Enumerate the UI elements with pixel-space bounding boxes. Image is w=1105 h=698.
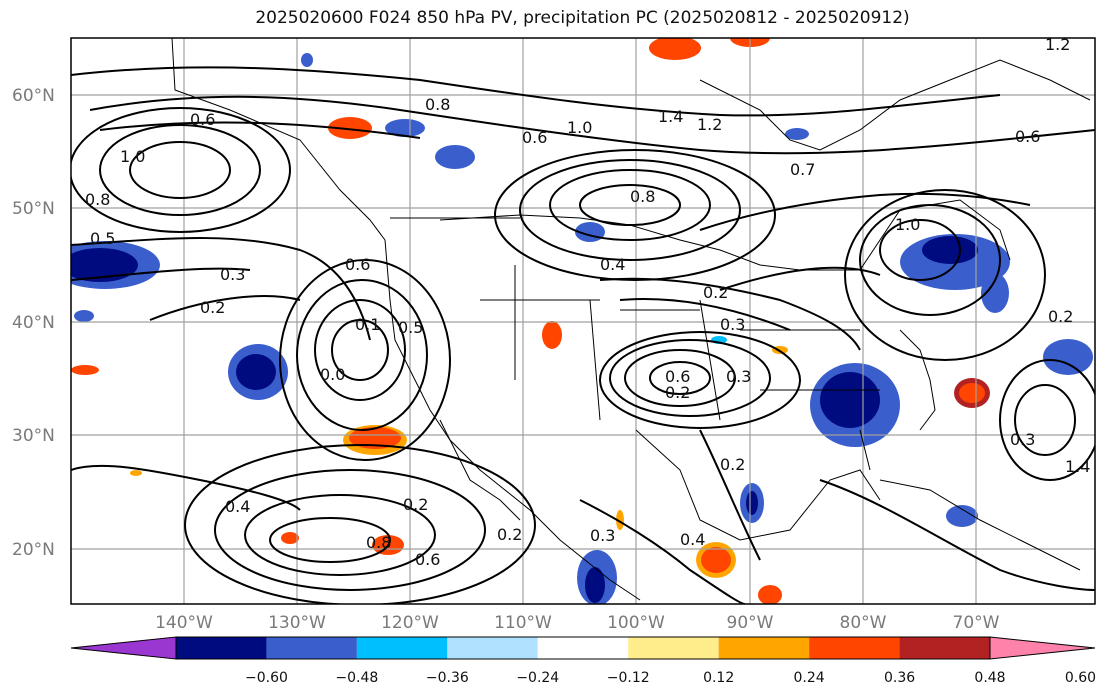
contour-label: 0.6 [345, 255, 370, 274]
colorbar-tick-label: −0.12 [607, 670, 650, 686]
colorbar-tick-label: 0.12 [703, 670, 734, 686]
gridlines [71, 38, 1095, 604]
contour-label: 0.8 [366, 533, 391, 552]
contour-label: 1.0 [120, 147, 145, 166]
contour-label: 0.7 [790, 160, 815, 179]
colorbar: −0.60 −0.48 −0.36 −0.24 −0.12 0.12 0.24 0.36 0.4… [70, 636, 1096, 686]
colorbar-border [175, 636, 991, 660]
contour-label: 0.1 [355, 315, 380, 334]
contour-label: 1.4 [658, 107, 683, 126]
contour-label: 1.0 [895, 215, 920, 234]
contour-label: 0.2 [703, 283, 728, 302]
contour-label: 0.0 [320, 365, 345, 384]
colorbar-bin [628, 637, 719, 659]
lat-label: 50°N [12, 199, 55, 219]
contour-label: 0.5 [90, 229, 115, 248]
lon-label: 70°W [953, 613, 1000, 633]
colorbar-tick-label: −0.48 [335, 670, 378, 686]
contour-label: 1.4 [1065, 457, 1090, 476]
contour-label: 0.2 [665, 383, 690, 402]
lon-label: 110°W [494, 613, 552, 633]
colorbar-bin [356, 637, 448, 659]
lon-axis: 140°W 130°W 120°W 110°W 100°W 90°W 80°W … [155, 613, 1000, 633]
lat-label: 60°N [12, 86, 55, 106]
contour-label: 0.6 [415, 550, 440, 569]
contour-label: 0.8 [425, 95, 450, 114]
contour-label: 0.6 [1015, 127, 1040, 146]
lon-label: 120°W [381, 613, 439, 633]
colorbar-tick-label: −0.60 [245, 670, 288, 686]
contour-label: 0.2 [497, 525, 522, 544]
colorbar-bin [809, 637, 900, 659]
colorbar-extend-high [989, 636, 1096, 660]
contour-label: 0.8 [85, 190, 110, 209]
contour-label: 0.2 [720, 455, 745, 474]
contour-ring [129, 141, 231, 199]
contour-label: 0.6 [190, 110, 215, 129]
lon-label: 130°W [268, 613, 326, 633]
chart-title: 2025020600 F024 850 hPa PV, precipitatio… [255, 8, 910, 28]
colorbar-tick-label: 0.36 [884, 670, 915, 686]
precip-shading [71, 53, 1093, 604]
contour-label: 0.4 [600, 255, 625, 274]
contour-label: 0.8 [630, 187, 655, 206]
shade-negative-core [71, 248, 138, 282]
contour-label: 0.3 [220, 265, 245, 284]
colorbar-bin [266, 637, 357, 659]
colorbar-tick-label: 0.24 [794, 670, 825, 686]
contour-label: 0.4 [680, 530, 705, 549]
colorbar-bin [899, 637, 990, 659]
contour-label: 1.2 [1045, 35, 1070, 54]
contour-label: 0.3 [1010, 430, 1035, 449]
colorbar-bin [447, 637, 538, 659]
plot-area [71, 38, 1095, 604]
contour-label: 0.3 [720, 315, 745, 334]
coastlines [171, 38, 1091, 601]
colorbar-extend-low [70, 636, 177, 660]
contour-label: 0.3 [590, 526, 615, 545]
colorbar-tick-label: 0.60 [1065, 670, 1096, 686]
contour-label: 0.2 [1048, 307, 1073, 326]
contour-label: 0.5 [398, 318, 423, 337]
colorbar-tick-label: −0.24 [516, 670, 559, 686]
contour-label: 0.6 [665, 367, 690, 386]
contour-label: 1.2 [697, 115, 722, 134]
lat-label: 20°N [12, 540, 55, 560]
colorbar-tick-label: 0.48 [974, 670, 1005, 686]
contour-label: 0.6 [522, 128, 547, 147]
lon-label: 80°W [840, 613, 887, 633]
lat-label: 40°N [12, 313, 55, 333]
lon-label: 140°W [155, 613, 213, 633]
colorbar-bin [176, 637, 267, 659]
lon-label: 100°W [607, 613, 665, 633]
colorbar-bin [537, 637, 629, 659]
contour-label: 0.2 [403, 495, 428, 514]
contour-label: 0.3 [726, 367, 751, 386]
lat-label: 30°N [12, 426, 55, 446]
colorbar-bin [718, 637, 810, 659]
colorbar-tick-label: −0.36 [426, 670, 469, 686]
pv-contours [71, 66, 1095, 604]
lon-label: 90°W [727, 613, 774, 633]
lat-axis: 60°N 50°N 40°N 30°N 20°N [12, 86, 55, 560]
contour-label: 1.0 [567, 118, 592, 137]
plot-border [70, 37, 1096, 605]
precip-shading-positive [71, 38, 990, 604]
contour-label: 0.4 [225, 497, 250, 516]
contour-labels: 0.6 1.0 0.8 0.5 0.3 0.2 0.8 0.6 1.0 1.4 … [85, 35, 1090, 569]
contour-label: 0.2 [200, 298, 225, 317]
